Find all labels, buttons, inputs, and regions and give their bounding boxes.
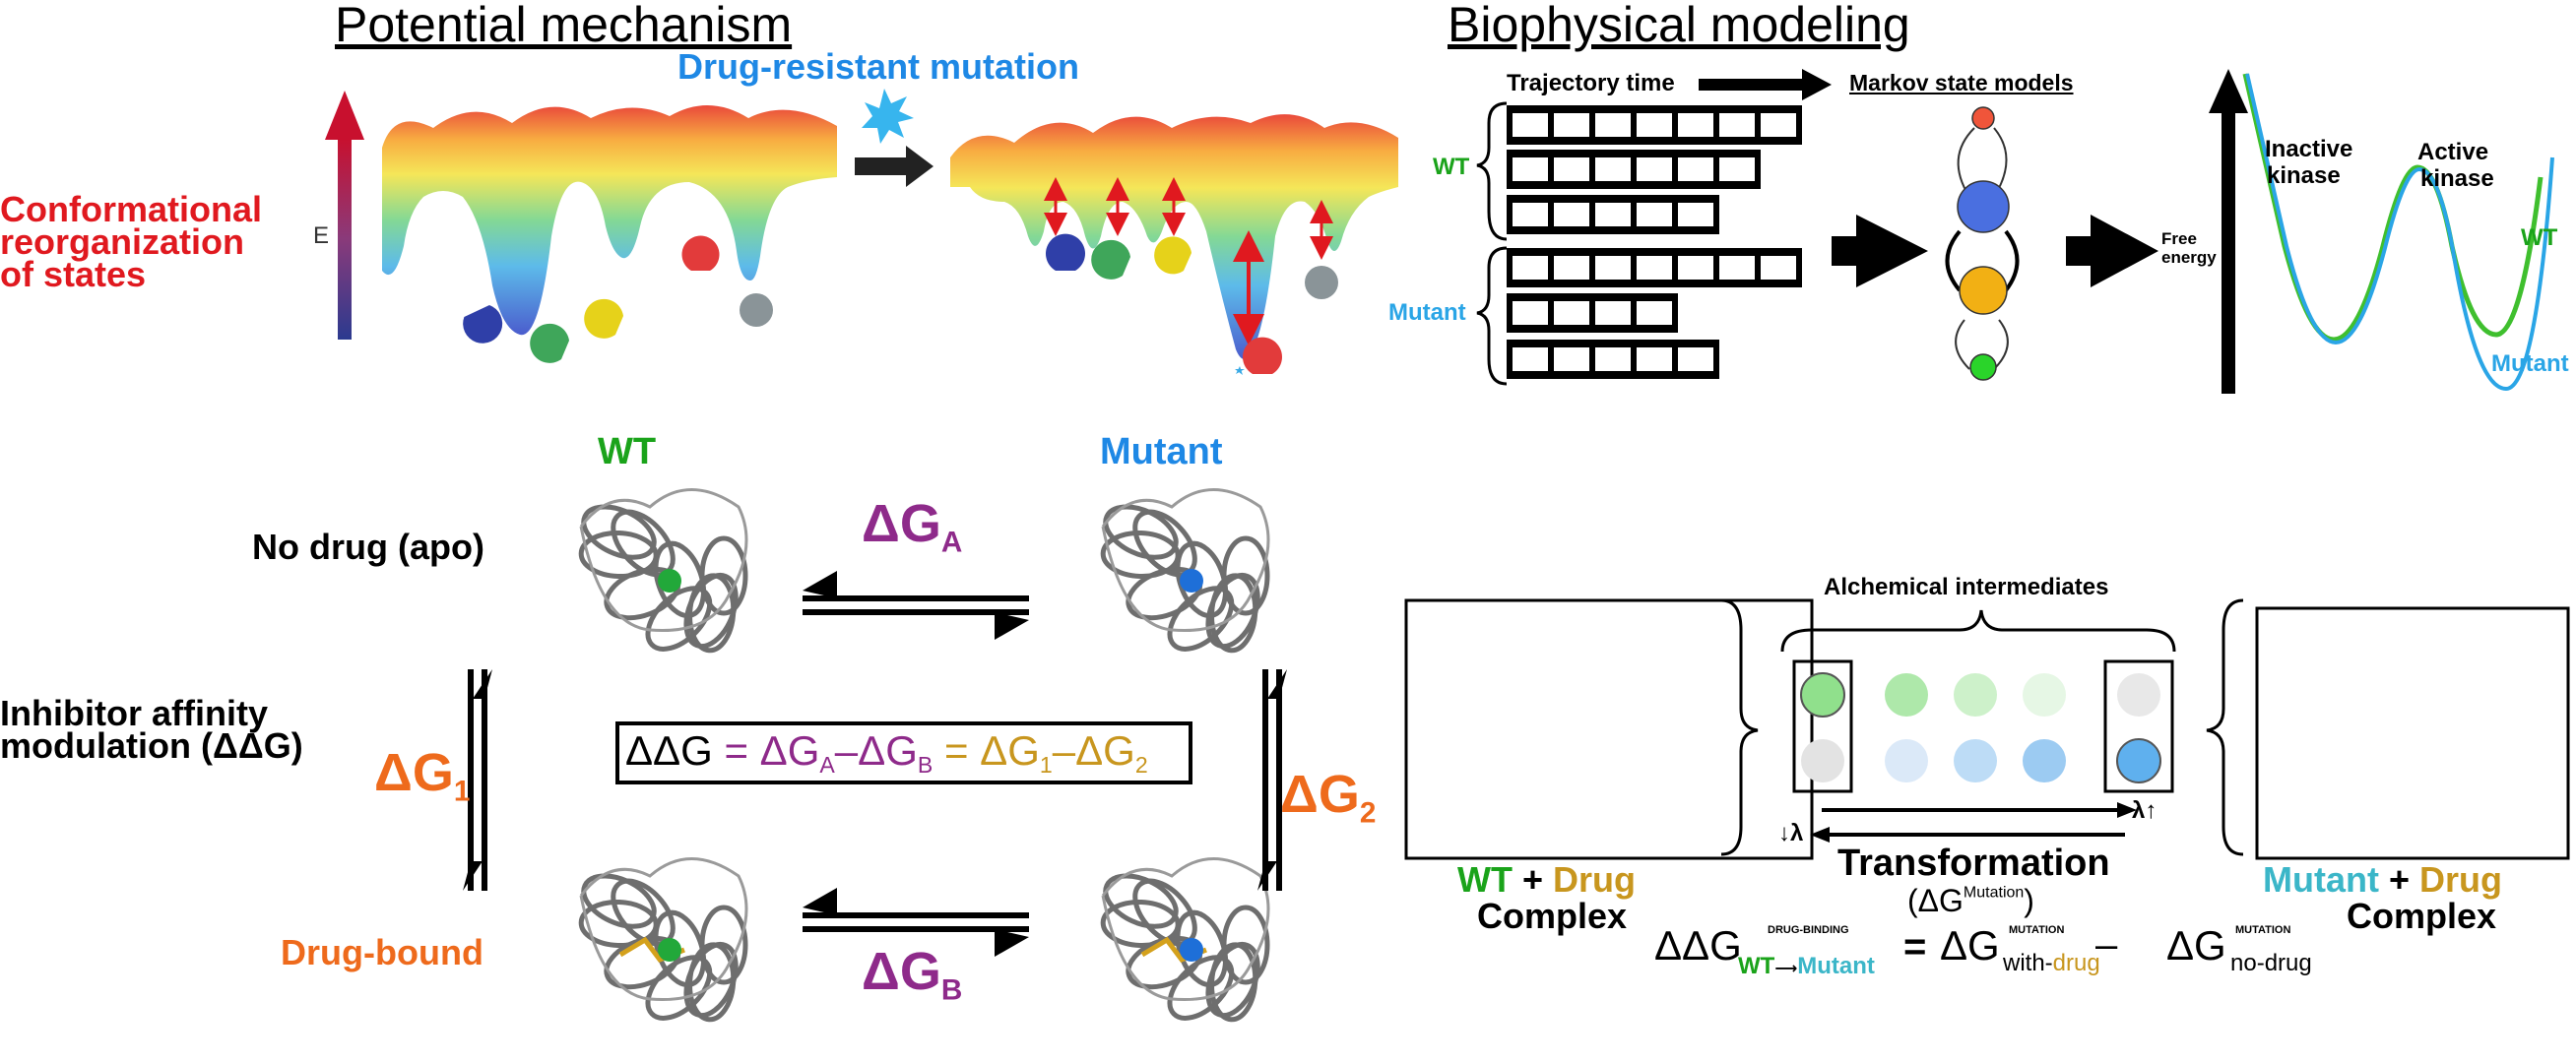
dg-no-drug-superscript: MUTATION (2235, 924, 2291, 936)
intermediate-state-top (1800, 672, 1845, 718)
intermediate-state-bottom (1954, 739, 1997, 782)
markov-state-models-label: Markov state models (1849, 70, 2074, 95)
conformational-states-wt (463, 235, 773, 363)
drug-resistant-label: Drug-resistant mutation (677, 46, 1080, 87)
filmstrip (1507, 340, 1719, 379)
intermediate-state-top (1885, 673, 1928, 717)
intermediate-state-bottom (1885, 739, 1928, 782)
trajectory-arrow (1699, 69, 1832, 100)
free-energy-label-2: energy (2161, 248, 2217, 267)
drug-bound-label: Drug-bound (281, 932, 483, 972)
ddg-equation: ΔΔG = ΔGA–ΔGB = ΔG1–ΔG2 (625, 727, 1148, 779)
free-energy-label-1: Free (2161, 229, 2197, 248)
energy-axis-arrow (325, 91, 364, 340)
curve-mutant-label: Mutant (2491, 350, 2569, 377)
intermediate-state-top (1954, 673, 1997, 717)
mutant-drug-label: Mutant + Drug (2263, 859, 2502, 900)
wt-drug-complex-panel (1404, 598, 1814, 860)
arrow-to-free-energy (2066, 215, 2158, 287)
dg-with-drug-subscript: with-drug (2003, 950, 2100, 976)
dg-no-drug-symbol: ΔG (2166, 922, 2226, 969)
energy-landscape-wt (382, 104, 837, 336)
top-brace (1780, 609, 2176, 653)
kinase-structure (1100, 857, 1270, 1023)
conformational-states-mutant (1046, 233, 1338, 375)
intermediate-state-top (2117, 673, 2160, 717)
no-drug-apo-label: No drug (apo) (252, 527, 484, 567)
intermediate-state-top (2023, 673, 2066, 717)
wt-drug-label: WT + Drug (1457, 859, 1636, 900)
alchemical-intermediates-grid (1792, 659, 2174, 793)
filmstrip (1507, 248, 1802, 287)
active-kinase-label-1: Active (2417, 139, 2489, 165)
filmstrip (1507, 195, 1719, 234)
inactive-kinase-label-2: kinase (2267, 162, 2341, 189)
intermediate-state-bottom (2116, 738, 2161, 783)
wt-complex-label: Complex (1477, 896, 1628, 936)
msm-mutant-label: Mutant (1388, 299, 1466, 326)
ddg-drug-binding-superscript: DRUG-BINDING (1768, 924, 1849, 936)
mutant-complex-label: Complex (2347, 896, 2497, 936)
transformation-label: Transformation (1837, 843, 2110, 884)
ddg-drug-binding-symbol: ΔΔG (1654, 922, 1742, 969)
kinase-structure (578, 488, 748, 654)
conformational-label-3: of states (0, 254, 147, 294)
trajectory-time-label: Trajectory time (1507, 70, 1675, 96)
lambda-up-label: λ↑ (2132, 797, 2157, 824)
delta-g-a-label: ΔGA (862, 494, 963, 559)
free-energy-curves (2242, 73, 2554, 392)
inhibitor-affinity-label-2: modulation (ΔΔG) (0, 725, 303, 766)
dg-with-drug-symbol: ΔG (1940, 922, 2000, 969)
filmstrip (1507, 293, 1678, 333)
header-potential-mechanism: Potential mechanism (335, 0, 793, 52)
lambda-arrows (1810, 802, 2137, 843)
dg-with-drug-superscript: MUTATION (2009, 924, 2065, 936)
landscape-transition-arrow (855, 146, 934, 187)
inhibitor-affinity-label-1: Inhibitor affinity (0, 693, 268, 733)
filmstrip (1507, 150, 1761, 189)
delta-g-b-label: ΔGB (862, 942, 963, 1007)
wt-bracket (1476, 101, 1508, 241)
free-energy-axis (2209, 69, 2248, 394)
intermediate-state-bottom (1801, 739, 1844, 782)
delta-g-mutation-label: (ΔGMutation) (1907, 883, 2034, 918)
dg-minus: – (2095, 923, 2118, 967)
ddg-equals: = (1903, 925, 1927, 969)
alchemical-intermediates-label: Alchemical intermediates (1824, 574, 2109, 600)
header-biophysical-modeling: Biophysical modeling (1448, 0, 1910, 52)
intermediate-state-bottom (2023, 739, 2066, 782)
energy-axis-label: E (313, 222, 330, 249)
arrow-to-msm (1832, 215, 1928, 287)
right-brace (2206, 598, 2244, 856)
inactive-kinase-label-1: Inactive (2265, 136, 2353, 162)
cycle-wt-label: WT (598, 431, 657, 472)
dg-no-drug-subscript: no-drug (2230, 950, 2312, 976)
kinase-structure (578, 857, 748, 1023)
delta-g-2-label: ΔG2 (1280, 765, 1377, 830)
lambda-down-label: ↓λ (1778, 820, 1804, 846)
bottom-equilibrium-arrows (803, 888, 1029, 957)
mutation-star-icon (862, 89, 914, 144)
kinase-structure (1100, 488, 1270, 654)
filmstrip (1507, 105, 1802, 145)
curve-wt-label: WT (2521, 224, 2558, 251)
trajectory-filmstrips (1507, 105, 1802, 379)
cycle-mutant-label: Mutant (1100, 431, 1223, 472)
right-equilibrium-arrows (1257, 669, 1287, 891)
conformational-label-2: reorganization (0, 221, 245, 262)
left-equilibrium-arrows (463, 669, 492, 891)
ddg-subscript: WT⟶Mutant (1738, 953, 1875, 979)
energy-landscape-mutant (950, 114, 1398, 359)
msm-wt-label: WT (1433, 154, 1470, 180)
ddg-equation-box (615, 721, 1192, 784)
conformational-label-1: Conformational (0, 189, 262, 229)
left-brace (1720, 598, 1759, 856)
delta-g-1-label: ΔG1 (374, 743, 471, 808)
mutant-drug-complex-panel (2255, 606, 2570, 860)
markov-state-network (1945, 106, 2020, 381)
top-equilibrium-arrows (803, 571, 1029, 640)
active-kinase-label-2: kinase (2420, 165, 2494, 192)
mutant-bracket (1476, 246, 1508, 386)
